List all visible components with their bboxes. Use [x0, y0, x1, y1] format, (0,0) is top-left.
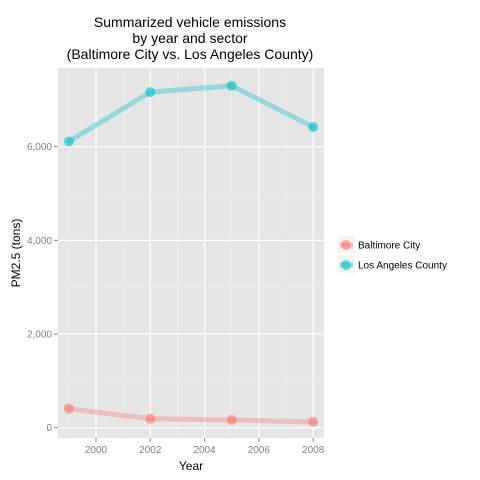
x-tick-label: 2000: [85, 445, 108, 456]
legend-key-point: [341, 260, 351, 270]
chart-title-line-2: by year and sector: [132, 30, 248, 46]
data-point: [63, 136, 74, 147]
data-point: [145, 413, 156, 424]
grid-lines: [58, 68, 324, 438]
series-line: [66, 83, 316, 145]
y-axis-title: PM2.5 (tons): [9, 219, 23, 288]
x-tick-label: 2006: [248, 445, 271, 456]
data-point: [226, 80, 237, 91]
series-layer: [63, 80, 319, 427]
chart-title-line-1: Summarized vehicle emissions: [94, 14, 286, 30]
legend-item: Baltimore City: [338, 236, 420, 253]
x-axis-title: Year: [179, 459, 203, 473]
legend-label: Baltimore City: [358, 241, 420, 252]
y-tick-label: 4,000: [27, 236, 52, 247]
x-tick-label: 2008: [302, 445, 325, 456]
data-point: [145, 87, 156, 98]
y-tick-label: 2,000: [27, 330, 52, 341]
y-axis: 0 2,000 4,000 6,000: [27, 142, 58, 434]
x-tick-label: 2002: [139, 445, 162, 456]
x-tick-label: 2004: [193, 445, 216, 456]
data-point: [226, 414, 237, 425]
legend-key-point: [341, 240, 351, 250]
data-point: [63, 403, 74, 414]
series-los-angeles-county: [63, 80, 319, 147]
x-axis: 2000 2002 2004 2006 2008: [85, 438, 325, 456]
plot-panel: [58, 68, 324, 438]
data-point: [308, 122, 319, 133]
legend: Baltimore City Los Angeles County: [338, 236, 447, 273]
chart-title: Summarized vehicle emissions by year and…: [67, 14, 314, 62]
data-point: [308, 416, 319, 427]
y-tick-label: 6,000: [27, 142, 52, 153]
series-line: [66, 406, 316, 425]
y-tick-label: 0: [46, 423, 52, 434]
legend-label: Los Angeles County: [358, 261, 447, 272]
series-baltimore-city: [63, 403, 319, 427]
legend-item: Los Angeles County: [338, 256, 447, 273]
chart-title-line-3: (Baltimore City vs. Los Angeles County): [67, 46, 314, 62]
